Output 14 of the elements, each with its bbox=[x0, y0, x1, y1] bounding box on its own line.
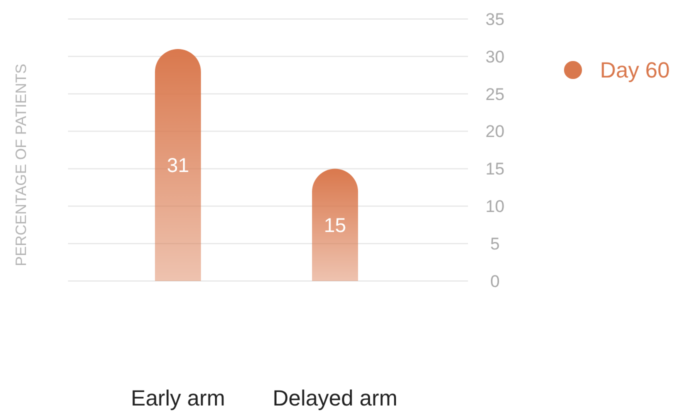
y-axis-title: PERCENTAGE OF PATIENTS bbox=[13, 64, 30, 266]
y-tick-label: 15 bbox=[486, 160, 504, 179]
y-tick-label: 10 bbox=[486, 197, 504, 216]
y-tick-label: 0 bbox=[490, 272, 500, 291]
y-tick-label: 20 bbox=[486, 122, 504, 142]
data-label: 31 bbox=[166, 154, 190, 177]
y-tick-label: 5 bbox=[490, 234, 500, 254]
x-tick-label: Early arm bbox=[130, 386, 226, 411]
data-label: 15 bbox=[324, 214, 346, 237]
y-tick-label: 25 bbox=[486, 84, 504, 104]
y-tick-label: 30 bbox=[486, 47, 504, 66]
y-tick-label: 35 bbox=[486, 10, 504, 29]
x-tick-label: Delayed arm bbox=[272, 386, 398, 411]
legend-label: Day 60 bbox=[600, 58, 670, 83]
